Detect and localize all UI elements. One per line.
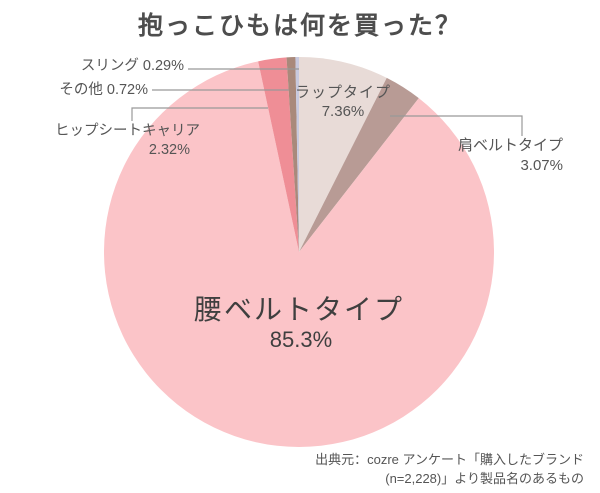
- label-wrap-percent: 7.36%: [321, 103, 365, 120]
- label-sling-percent: 0.29%: [142, 58, 184, 74]
- label-hip-seat-carrier: ヒップシートキャリア 2.32%: [55, 122, 200, 159]
- pie-slice-other: [286, 57, 299, 252]
- pie-slice-hip-seat-carrier: [258, 57, 299, 253]
- label-sling-name: スリング: [80, 58, 139, 74]
- leader-line-shoulder-belt: [390, 115, 523, 136]
- source-note-line2: (n=2,228)」より製品名のあるもの: [385, 471, 584, 486]
- label-other: その他 0.72%: [59, 81, 148, 99]
- source-note: 出典元：cozre アンケート「購入したブランド (n=2,228)」より製品名…: [315, 450, 584, 488]
- label-wrap-type: ラップタイプ 7.36%: [283, 84, 403, 121]
- label-shoulder-percent: 3.07%: [520, 157, 563, 174]
- label-hip-seat-percent: 2.32%: [148, 142, 190, 158]
- chart-title: 抱っこひもは何を買った？: [137, 12, 462, 40]
- label-hip-seat-name: ヒップシートキャリア: [55, 123, 200, 139]
- pie-slice-waist-belt-type: [103, 61, 494, 447]
- label-waist-belt-type: 腰ベルトタイプ 85.3%: [149, 296, 449, 352]
- label-other-name: その他: [59, 82, 103, 98]
- label-waist-name: 腰ベルトタイプ: [193, 294, 404, 325]
- label-sling: スリング 0.29%: [81, 57, 184, 75]
- leader-line-hip-seat: [131, 107, 268, 121]
- label-wrap-name: ラップタイプ: [294, 84, 391, 101]
- pie-slice-shoulder-belt-type: [299, 77, 419, 253]
- label-waist-percent: 85.3%: [269, 327, 333, 352]
- pie-slices: [103, 56, 494, 447]
- label-other-percent: 0.72%: [106, 82, 148, 98]
- source-note-line1: 出典元：cozre アンケート「購入したブランド: [315, 452, 584, 467]
- pie-slice-wrap-type: [299, 57, 387, 252]
- pie-slice-sling: [295, 56, 299, 253]
- label-shoulder-name: 肩ベルトタイプ: [457, 137, 563, 154]
- label-shoulder-belt-type: 肩ベルトタイプ 3.07%: [458, 136, 563, 175]
